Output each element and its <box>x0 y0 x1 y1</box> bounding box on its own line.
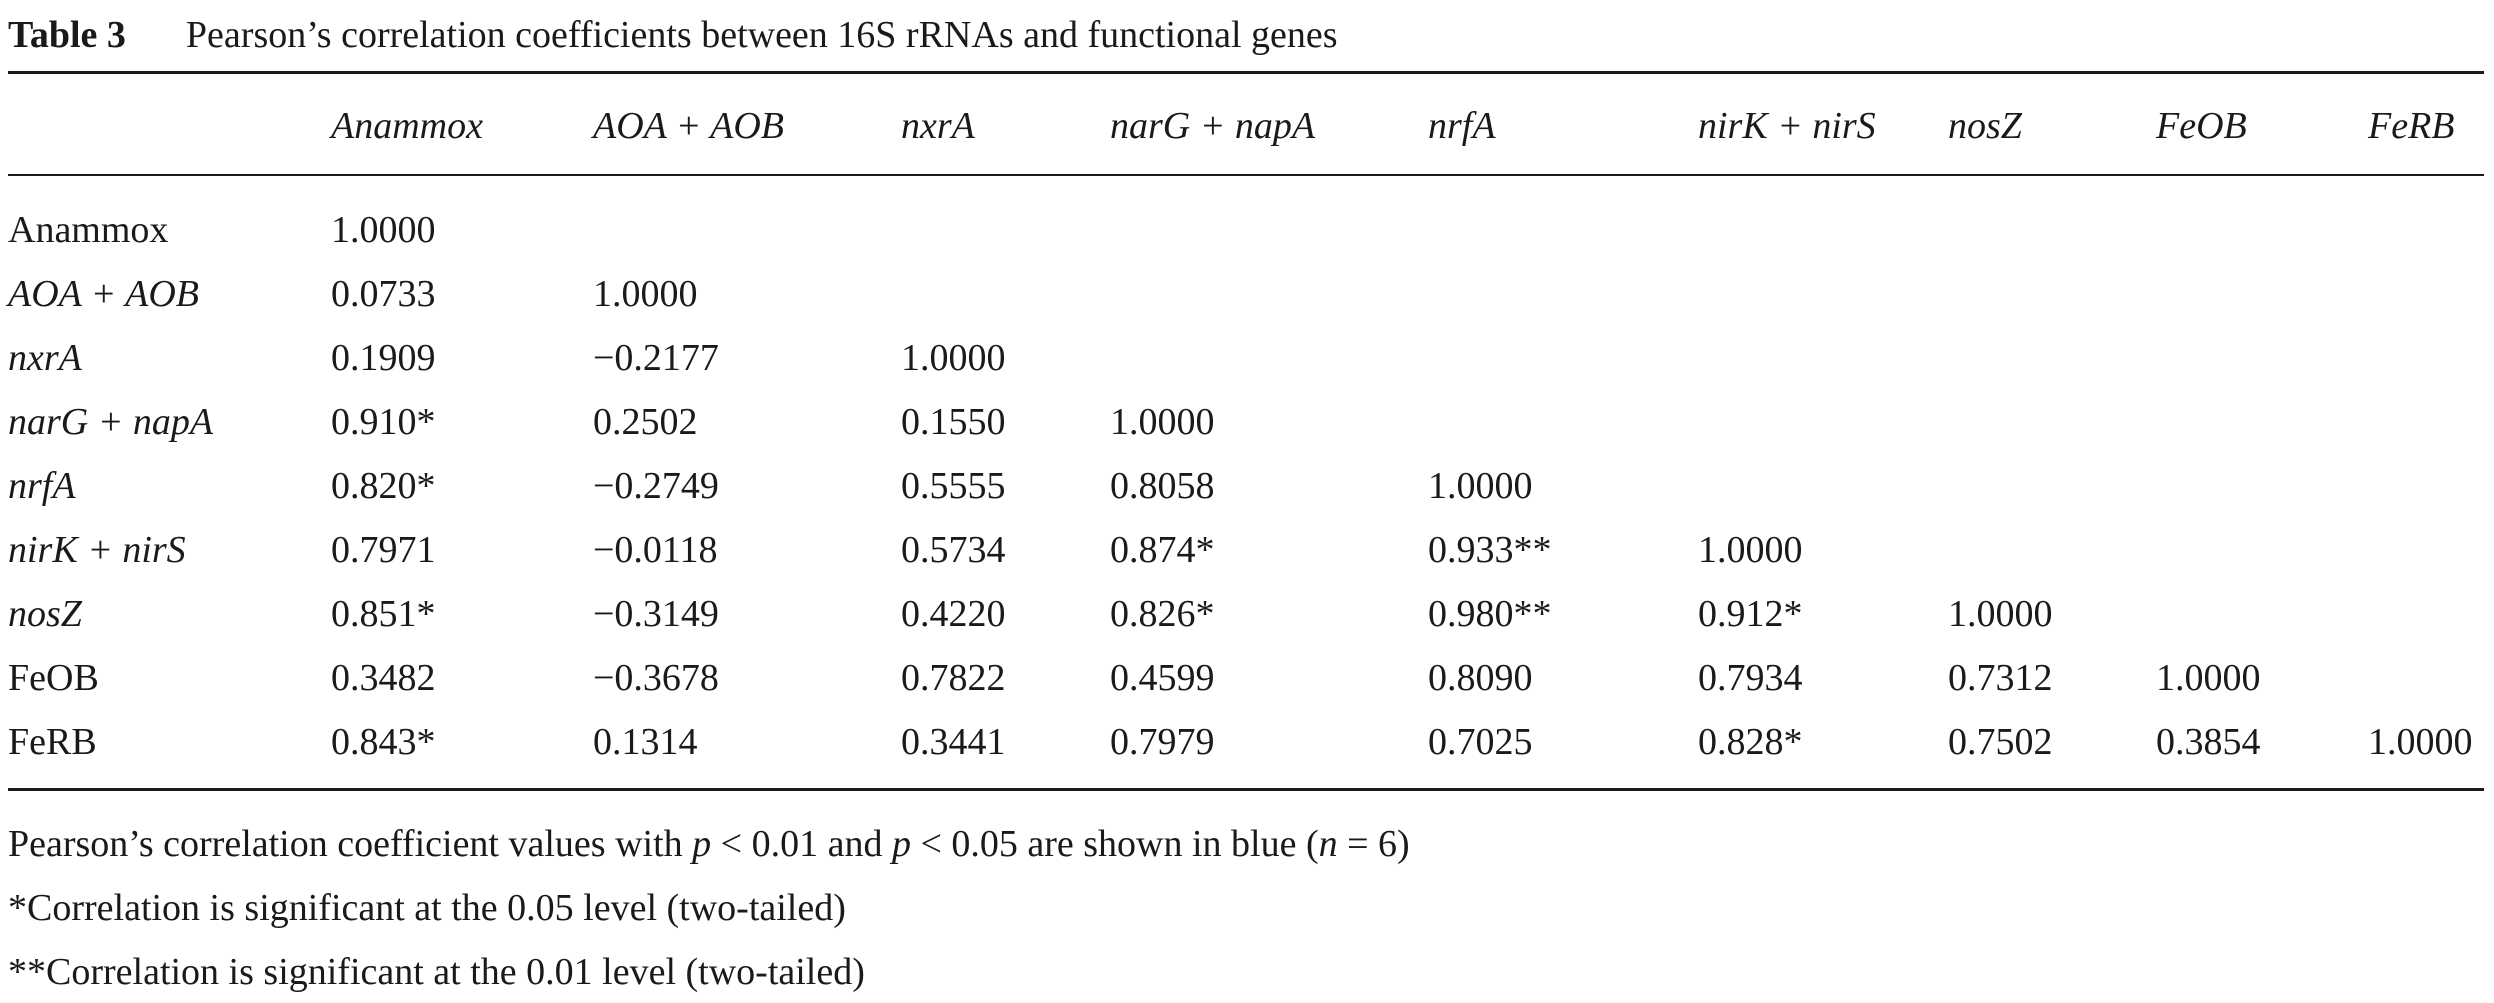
row-label: FeRB <box>8 721 97 763</box>
table-cell: 1.0000 <box>901 337 1006 379</box>
footnote-text: n <box>1318 823 1338 865</box>
table-cell: 0.7979 <box>1110 721 1215 763</box>
table-cell: 0.1550 <box>901 401 1006 443</box>
column-header: FeOB <box>2156 105 2247 147</box>
footnote-text: < 0.05 are shown in blue ( <box>910 823 1319 865</box>
footnote: **Correlation is significant at the 0.01… <box>8 948 865 996</box>
table-cell: −0.3678 <box>593 657 719 699</box>
header-rule <box>8 174 2484 176</box>
table-cell: −0.3149 <box>593 593 719 635</box>
column-header: nxrA <box>901 105 975 147</box>
table-cell: 0.7025 <box>1428 721 1533 763</box>
table-cell: 0.3854 <box>2156 721 2261 763</box>
table-cell: −0.0118 <box>593 529 718 571</box>
column-header: FeRB <box>2368 105 2455 147</box>
footnote-text: = 6) <box>1337 823 1410 865</box>
table-cell: 0.933** <box>1428 529 1552 571</box>
table-cell: −0.2177 <box>593 337 719 379</box>
footnote: Pearson’s correlation coefficient values… <box>8 820 1410 868</box>
table-cell: 0.4599 <box>1110 657 1215 699</box>
row-label: nirK + nirS <box>8 529 186 571</box>
table-cell: 0.8090 <box>1428 657 1533 699</box>
row-label: Anammox <box>8 209 169 251</box>
table-cell: 1.0000 <box>1698 529 1803 571</box>
table-cell: 1.0000 <box>2156 657 2261 699</box>
table-cell: 1.0000 <box>331 209 436 251</box>
table-cell: 0.5734 <box>901 529 1006 571</box>
column-header: nosZ <box>1948 105 2022 147</box>
table-cell: 0.7822 <box>901 657 1006 699</box>
table-cell: 0.7312 <box>1948 657 2053 699</box>
table-cell: 0.820* <box>331 465 436 507</box>
footnote: *Correlation is significant at the 0.05 … <box>8 884 846 932</box>
table-cell: 0.1314 <box>593 721 698 763</box>
table-cell: 0.851* <box>331 593 436 635</box>
table-label: Table 3 <box>8 14 126 56</box>
table-cell: 0.5555 <box>901 465 1006 507</box>
table-cell: 0.7971 <box>331 529 436 571</box>
table-cell: 0.828* <box>1698 721 1803 763</box>
column-header: AOA + AOB <box>593 105 785 147</box>
table-cell: 0.0733 <box>331 273 436 315</box>
column-header: Anammox <box>331 105 483 147</box>
table-cell: 1.0000 <box>1428 465 1533 507</box>
table-title: Pearson’s correlation coefficients betwe… <box>185 14 1338 56</box>
row-label: nxrA <box>8 337 82 379</box>
top-rule <box>8 71 2484 74</box>
table-cell: 0.2502 <box>593 401 698 443</box>
table-cell: 1.0000 <box>1948 593 2053 635</box>
footnote-text: Pearson’s correlation coefficient values… <box>8 823 693 865</box>
table-figure: Table 3 Pearson’s correlation coefficient… <box>8 0 2486 1003</box>
table-cell: 0.843* <box>331 721 436 763</box>
row-label: narG + napA <box>8 401 214 443</box>
column-header: nrfA <box>1428 105 1496 147</box>
table-cell: 0.3441 <box>901 721 1006 763</box>
table-cell: 0.1909 <box>331 337 436 379</box>
row-label: FeOB <box>8 657 99 699</box>
table-cell: 0.7934 <box>1698 657 1803 699</box>
footnote-text: **Correlation is significant at the 0.01… <box>8 951 865 993</box>
table-cell: 0.912* <box>1698 593 1803 635</box>
row-label: nrfA <box>8 465 76 507</box>
table-cell: 1.0000 <box>1110 401 1215 443</box>
table-cell: 0.874* <box>1110 529 1215 571</box>
table-cell: 0.910* <box>331 401 436 443</box>
footnote-text: p <box>692 823 712 865</box>
table-cell: 0.4220 <box>901 593 1006 635</box>
table-caption: Table 3 Pearson’s correlation coefficient… <box>8 10 1338 60</box>
table-cell: 1.0000 <box>2368 721 2473 763</box>
footnote-text: *Correlation is significant at the 0.05 … <box>8 887 846 929</box>
table-cell: 0.8058 <box>1110 465 1215 507</box>
row-label: AOA + AOB <box>8 273 200 315</box>
table-cell: 0.7502 <box>1948 721 2053 763</box>
bottom-rule <box>8 788 2484 791</box>
table-cell: 1.0000 <box>593 273 698 315</box>
table-cell: 0.3482 <box>331 657 436 699</box>
table-cell: −0.2749 <box>593 465 719 507</box>
footnote-text: < 0.01 and <box>711 823 892 865</box>
footnote-text: p <box>891 823 911 865</box>
row-label: nosZ <box>8 593 82 635</box>
column-header: narG + napA <box>1110 105 1316 147</box>
table-cell: 0.826* <box>1110 593 1215 635</box>
table-cell: 0.980** <box>1428 593 1552 635</box>
column-header: nirK + nirS <box>1698 105 1876 147</box>
